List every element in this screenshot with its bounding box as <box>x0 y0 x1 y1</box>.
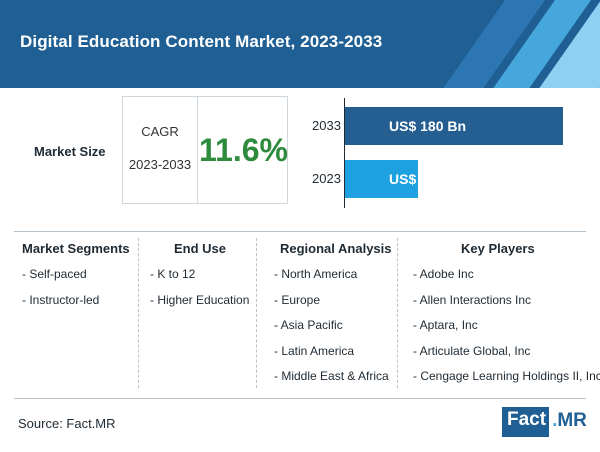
bar-2023 <box>345 160 418 198</box>
list-item: - Middle East & Africa <box>274 369 389 383</box>
logo-text-mr: .MR <box>552 410 587 431</box>
list-item: - Latin America <box>274 343 355 358</box>
cagr-label: CAGR <box>141 124 179 139</box>
list-item: - Self-paced <box>22 267 87 281</box>
market-size-label: Market Size <box>34 144 106 159</box>
list-item: - North America <box>274 267 358 281</box>
header-banner: Digital Education Content Market, 2023-2… <box>0 0 600 88</box>
column-heading: Regional Analysis <box>280 241 392 256</box>
list-item: - Higher Education <box>150 292 250 307</box>
list-item: - Asia Pacific <box>274 318 343 332</box>
factmr-logo: Fact .MR <box>502 407 591 437</box>
list-item: - Allen Interactions Inc <box>413 292 532 307</box>
column-heading: End Use <box>174 241 227 256</box>
bar-value-label: US$ 180 Bn <box>389 118 467 134</box>
column-heading: Key Players <box>461 241 535 256</box>
cagr-divider <box>197 97 198 203</box>
bar-category-label: 2033 <box>312 118 341 133</box>
list-item: - K to 12 <box>150 267 196 281</box>
column-regional-analysis: Regional Analysis - North America - Euro… <box>274 241 392 395</box>
column-heading: Market Segments <box>22 241 130 256</box>
bar-axis <box>344 98 345 208</box>
cagr-years: 2023-2033 <box>128 157 192 172</box>
bar-value-label: US$ 60 Bn <box>389 171 459 187</box>
list-item: - Instructor-led <box>22 292 100 307</box>
source-note: Source: Fact.MR <box>18 416 116 431</box>
column-end-use: End Use - K to 12 - Higher Education <box>150 241 249 318</box>
list-item: - Aptara, Inc <box>413 318 478 332</box>
bar-category-label: 2023 <box>312 171 341 186</box>
logo-text-fact: Fact <box>502 407 550 437</box>
bar-2033 <box>345 107 563 145</box>
column-divider <box>138 238 139 388</box>
list-item: - Articulate Global, Inc <box>413 343 531 358</box>
cagr-box: CAGR 2023-2033 11.6% <box>122 96 288 204</box>
list-item: - Europe <box>274 292 321 307</box>
column-divider <box>397 238 398 388</box>
section-rule-top <box>14 231 586 232</box>
page-title: Digital Education Content Market, 2023-2… <box>20 32 383 51</box>
column-divider <box>256 238 257 388</box>
column-market-segments: Market Segments - Self-paced - Instructo… <box>22 241 130 318</box>
list-item: - Cengage Learning Holdings II, Inc <box>413 369 600 383</box>
list-item: - Adobe Inc <box>413 267 474 281</box>
section-rule-bottom <box>14 398 586 399</box>
cagr-value: 11.6% <box>199 132 288 168</box>
column-key-players: Key Players - Adobe Inc - Allen Interact… <box>413 241 600 395</box>
